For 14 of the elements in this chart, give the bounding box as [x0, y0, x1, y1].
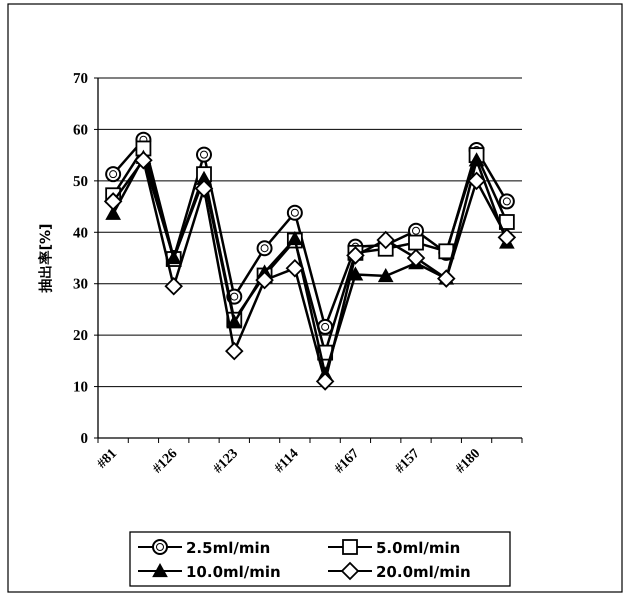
legend-label: 20.0ml/min: [376, 563, 471, 581]
y-tick-label: 10: [73, 380, 88, 396]
legend-label: 2.5ml/min: [186, 539, 270, 557]
y-tick-label: 40: [73, 225, 88, 242]
y-tick-label: 50: [73, 174, 88, 190]
y-tick-label: 30: [73, 276, 88, 293]
y-tick-label: 60: [73, 122, 88, 138]
y-tick-label: 70: [73, 71, 88, 87]
y-axis-title: 抽出率[%]: [37, 224, 54, 294]
y-tick-label: 0: [80, 431, 88, 447]
x-tick-label: #81: [94, 446, 120, 472]
legend-label: 5.0ml/min: [376, 539, 460, 557]
legend-label: 10.0ml/min: [186, 563, 281, 581]
y-tick-label: 20: [73, 328, 88, 344]
